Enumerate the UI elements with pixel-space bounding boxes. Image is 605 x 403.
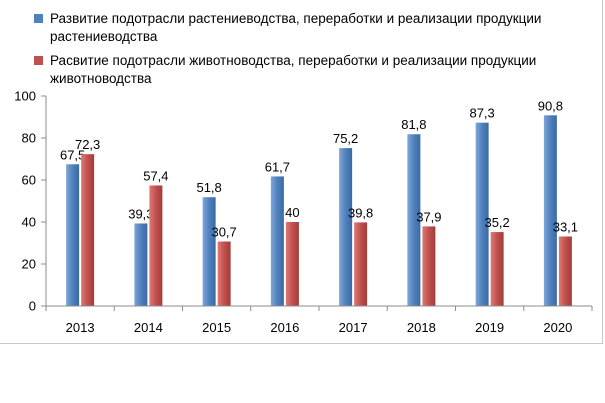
y-tick-label: 100	[14, 89, 36, 104]
bar	[475, 122, 489, 306]
y-tick-label: 20	[22, 257, 36, 272]
x-tick-label: 2014	[134, 320, 163, 335]
data-label: 61,7	[265, 159, 290, 174]
bar	[81, 154, 95, 306]
x-tick-label: 2020	[543, 320, 572, 335]
data-label: 81,8	[401, 117, 426, 132]
data-label: 87,3	[469, 106, 494, 121]
data-label: 39,3	[128, 206, 153, 221]
data-label: 40	[285, 205, 299, 220]
y-tick-label: 80	[22, 131, 36, 146]
data-label: 51,8	[196, 180, 221, 195]
legend-swatch-crop	[34, 14, 43, 23]
x-tick-label: 2019	[475, 320, 504, 335]
bar	[354, 222, 368, 306]
data-label: 67,5	[60, 147, 85, 162]
legend-label-livestock: Расвитие подотрасли животноводства, пере…	[50, 53, 537, 86]
legend: Развитие подотрасли растениеводства, пер…	[34, 10, 594, 94]
data-label: 57,4	[143, 168, 168, 183]
data-label: 30,7	[211, 225, 236, 240]
x-tick-label: 2015	[202, 320, 231, 335]
bar	[66, 164, 80, 306]
bar	[270, 176, 284, 306]
chart-frame	[0, 0, 603, 344]
bar	[558, 236, 572, 306]
legend-swatch-livestock	[34, 56, 43, 65]
x-tick-label: 2016	[270, 320, 299, 335]
data-label: 37,9	[416, 209, 441, 224]
legend-item-crop: Развитие подотрасли растениеводства, пер…	[34, 10, 594, 46]
data-label: 39,8	[348, 205, 373, 220]
bar	[422, 226, 436, 306]
data-label: 75,2	[333, 131, 358, 146]
bar	[134, 223, 148, 306]
data-label: 72,3	[75, 137, 100, 152]
bar	[149, 185, 163, 306]
x-tick-label: 2018	[407, 320, 436, 335]
bar	[490, 232, 504, 306]
bar	[202, 197, 216, 306]
data-label: 90,8	[538, 98, 563, 113]
x-tick-label: 2017	[339, 320, 368, 335]
bar	[217, 241, 231, 306]
data-label: 33,1	[553, 219, 578, 234]
y-tick-label: 60	[22, 173, 36, 188]
bar	[407, 134, 421, 306]
legend-label-crop: Развитие подотрасли растениеводства, пер…	[50, 11, 542, 44]
y-tick-label: 40	[22, 215, 36, 230]
bar	[543, 115, 557, 306]
x-tick-label: 2013	[66, 320, 95, 335]
legend-item-livestock: Расвитие подотрасли животноводства, пере…	[34, 52, 594, 88]
bar	[339, 148, 353, 306]
y-tick-label: 0	[29, 299, 36, 314]
bar	[285, 222, 299, 306]
data-label: 35,2	[484, 215, 509, 230]
